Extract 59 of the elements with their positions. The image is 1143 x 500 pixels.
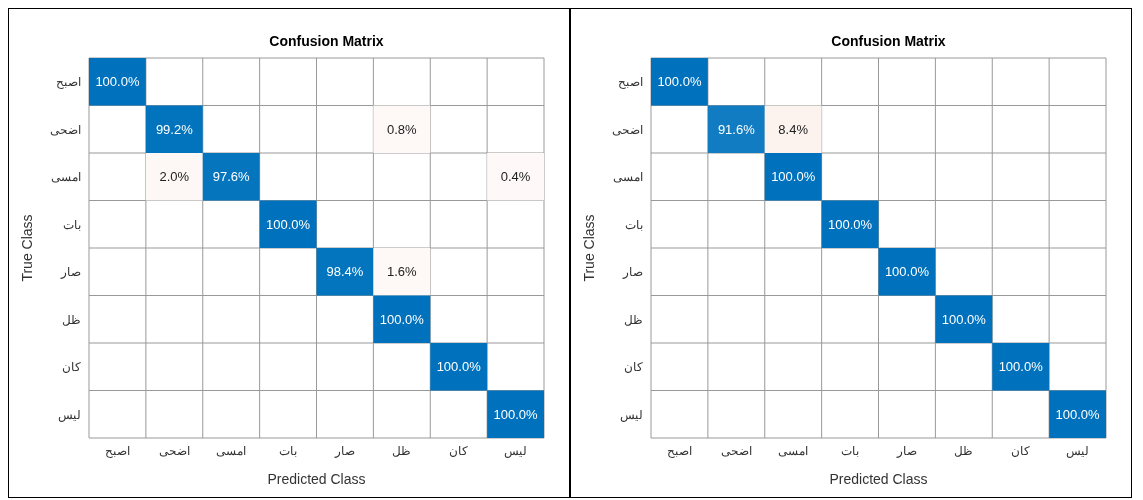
data-label: 100.0% xyxy=(266,216,311,232)
y-tick-label: صار xyxy=(60,265,81,280)
x-tick-label: ظل xyxy=(392,443,412,458)
x-tick-label: ليس xyxy=(1066,443,1090,458)
y-tick-label: بات xyxy=(625,217,643,232)
x-tick-label: اصبح xyxy=(666,443,692,458)
y-tick-label: اضحى xyxy=(612,122,643,137)
data-label: 1.6% xyxy=(386,264,418,280)
y-tick-label: بات xyxy=(63,217,81,232)
data-label: 91.6% xyxy=(717,121,756,137)
y-tick-label: صار xyxy=(622,265,643,280)
y-axis-title: True Class xyxy=(580,214,597,282)
x-tick-label: بات xyxy=(279,443,298,458)
x-tick-label: بات xyxy=(841,443,860,458)
y-tick-label: ليس xyxy=(620,407,643,422)
x-tick-label: صار xyxy=(333,443,355,458)
x-tick-label: اضحى xyxy=(158,443,190,458)
y-tick-label: اضحى xyxy=(50,122,81,137)
data-label: 0.4% xyxy=(500,169,531,185)
chart-title: Confusion Matrix xyxy=(830,33,947,49)
data-label: 8.4% xyxy=(778,121,809,137)
data-label: 100.0% xyxy=(493,406,539,422)
x-tick-label: امسى xyxy=(216,443,247,458)
data-label: 100.0% xyxy=(941,311,987,327)
data-label: 98.4% xyxy=(326,264,364,280)
x-axis-title: Predicted Class xyxy=(267,471,366,487)
y-tick-label: اصبح xyxy=(56,75,81,90)
data-label: 100.0% xyxy=(884,264,930,280)
y-tick-label: امسى xyxy=(613,170,643,185)
x-tick-label: ليس xyxy=(504,443,528,458)
y-tick-label: ظل xyxy=(624,312,643,327)
data-label: 100.0% xyxy=(828,216,873,232)
data-label: 100.0% xyxy=(379,311,425,327)
data-label: 97.6% xyxy=(212,169,251,185)
data-label: 100.0% xyxy=(657,74,702,90)
x-tick-label: ظل xyxy=(954,443,974,458)
y-tick-label: امسى xyxy=(51,170,81,185)
x-tick-label: امسى xyxy=(778,443,809,458)
x-tick-label: كان xyxy=(1011,443,1031,458)
data-label: 99.2% xyxy=(155,121,194,137)
y-tick-label: اصبح xyxy=(618,75,643,90)
y-tick-label: كان xyxy=(62,360,81,375)
x-tick-label: كان xyxy=(449,443,469,458)
x-axis-title: Predicted Class xyxy=(829,471,928,487)
y-tick-label: كان xyxy=(624,360,643,375)
data-label: 100.0% xyxy=(436,359,482,375)
y-tick-label: ليس xyxy=(58,407,81,422)
data-label: 100.0% xyxy=(95,74,140,90)
x-tick-label: اضحى xyxy=(720,443,752,458)
data-label: 0.8% xyxy=(386,121,418,137)
chart-title: Confusion Matrix xyxy=(268,33,385,49)
y-axis-title: True Class xyxy=(18,214,35,282)
x-tick-label: اصبح xyxy=(104,443,130,458)
data-label: 100.0% xyxy=(771,169,816,185)
data-label: 100.0% xyxy=(1055,406,1101,422)
y-tick-label: ظل xyxy=(62,312,81,327)
data-label: 100.0% xyxy=(998,359,1044,375)
x-tick-label: صار xyxy=(895,443,917,458)
data-label: 2.0% xyxy=(159,169,190,185)
